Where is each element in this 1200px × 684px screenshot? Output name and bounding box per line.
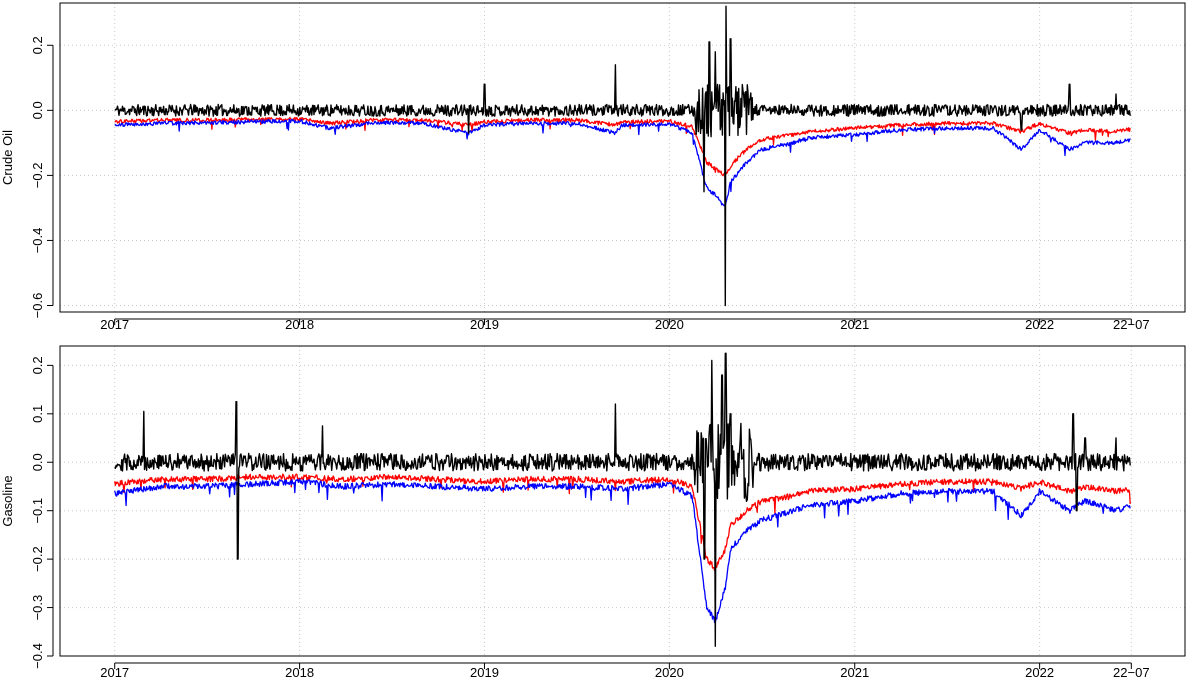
y-tick-label: −0.1 — [30, 498, 45, 524]
y-axis: −0.6 −0.4 −0.2 0.0 0.2 — [30, 36, 54, 319]
series-line — [114, 116, 1131, 177]
x-tick-label: 2021 — [840, 317, 869, 332]
y-tick-label: −0.2 — [30, 546, 45, 572]
y-tick-label: 0.2 — [30, 356, 45, 374]
y-tick-label: −0.3 — [30, 595, 45, 621]
y-tick-label: 0.1 — [30, 405, 45, 423]
x-tick-label: 2018 — [285, 665, 314, 680]
x-axis: 2017 2018 2019 2020 2021 2022 22−07 — [100, 317, 1149, 332]
series-group — [114, 5, 1131, 307]
x-tick-label: 2022 — [1025, 665, 1054, 680]
y-tick-label: 0.2 — [30, 36, 45, 54]
x-axis: 2017 2018 2019 2020 2021 2022 22−07 — [100, 662, 1150, 680]
y-tick-label: −0.2 — [30, 163, 45, 189]
plot-frame — [59, 345, 1186, 657]
x-tick-label: 2019 — [470, 317, 499, 332]
y-axis-title: Crude Oil — [0, 130, 15, 185]
x-tick-label: 2018 — [285, 317, 314, 332]
plot-frame — [59, 2, 1186, 313]
series-line — [114, 473, 1131, 572]
x-tick-label: 2019 — [470, 665, 499, 680]
x-tick-label: 2020 — [655, 665, 684, 680]
series-line — [114, 5, 1131, 307]
y-tick-label: 0.0 — [30, 101, 45, 119]
y-tick-label: −0.6 — [30, 293, 45, 319]
series-line — [114, 118, 1131, 207]
grid — [60, 3, 1185, 312]
gasoline-panel: 2017 2018 2019 2020 2021 2022 22−07−0.4−0.3−0.… — [0, 345, 1186, 680]
x-tick-label: 2022 — [1025, 317, 1054, 332]
grid — [60, 346, 1185, 657]
y-axis-title: Gasoline — [0, 475, 15, 526]
series-group — [114, 352, 1131, 647]
y-axis: −0.4 −0.3 −0.2 −0.1 0.0 0.1 0.2 — [30, 356, 54, 669]
series-line — [114, 352, 1131, 647]
crude-oil-panel: 2017 2018 2019 2020 2021 2022 22−07−0.6−0.4−0.… — [0, 2, 1186, 332]
y-tick-label: 0.0 — [30, 453, 45, 471]
x-tick-label: 22−07 — [1113, 317, 1150, 332]
x-tick-label: 22−07 — [1113, 665, 1150, 680]
y-tick-label: −0.4 — [30, 228, 45, 254]
x-tick-label: 2020 — [655, 317, 684, 332]
x-tick-label: 2021 — [840, 665, 869, 680]
x-tick-label: 2017 — [100, 317, 129, 332]
x-tick-label: 2017 — [100, 665, 129, 680]
y-tick-label: −0.4 — [30, 643, 45, 669]
series-line — [114, 478, 1131, 624]
